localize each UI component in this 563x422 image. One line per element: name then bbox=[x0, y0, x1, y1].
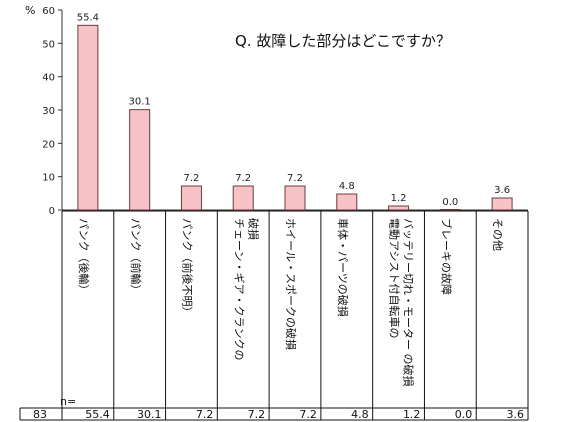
bar bbox=[284, 185, 306, 211]
table-value: 1.2 bbox=[403, 408, 421, 421]
data-label: 30.1 bbox=[129, 97, 151, 108]
category-label: 電動アシスト付自転車の bbox=[388, 218, 402, 339]
n-value: 83 bbox=[33, 408, 47, 421]
category-label: 破損 bbox=[246, 218, 260, 240]
table-value: 30.1 bbox=[137, 408, 162, 421]
y-tick-label: 60 bbox=[42, 6, 55, 17]
n-label: n= bbox=[60, 395, 76, 408]
bar-layer bbox=[77, 24, 513, 211]
category-label: パンク（後輪） bbox=[77, 218, 91, 296]
data-label: 1.2 bbox=[391, 193, 407, 204]
bar bbox=[180, 185, 202, 211]
bar bbox=[77, 24, 99, 211]
category-label: 車体・パーツの破損 bbox=[336, 218, 350, 317]
y-tick-label: 10 bbox=[42, 173, 55, 184]
category-label: パンク（前後不明） bbox=[181, 218, 195, 318]
chart-title: Q. 故障した部分はどこですか？ bbox=[235, 32, 451, 50]
category-table: パンク（後輪） 55.4 パンク（前輪） 30.1 パンク（前後不明） 7.2 チェーン・ギ… bbox=[19, 210, 529, 421]
data-label: 55.4 bbox=[77, 12, 99, 23]
category-label: パンク（前輪） bbox=[129, 218, 143, 296]
data-label: 7.2 bbox=[183, 173, 199, 184]
table-value: 0.0 bbox=[455, 408, 473, 421]
bar bbox=[129, 109, 151, 211]
data-label: 3.6 bbox=[494, 185, 510, 196]
bar bbox=[336, 193, 358, 211]
data-label: 7.2 bbox=[235, 173, 251, 184]
y-tick-label: 30 bbox=[42, 106, 55, 117]
table-value: 7.2 bbox=[196, 408, 214, 421]
table-value: 55.4 bbox=[85, 408, 110, 421]
data-label-layer: 55.4 30.1 7.2 7.2 7.2 4.8 1.2 0.0 3.6 bbox=[77, 12, 510, 208]
category-label: その他 bbox=[491, 218, 504, 251]
y-tick-label: 40 bbox=[42, 73, 55, 84]
bar bbox=[232, 185, 254, 211]
data-label: 7.2 bbox=[287, 173, 303, 184]
data-label: 0.0 bbox=[442, 197, 458, 208]
y-axis-unit: % bbox=[25, 4, 35, 17]
table-value: 7.2 bbox=[248, 408, 266, 421]
table-value: 4.8 bbox=[351, 408, 369, 421]
category-label: ブレーキの故障 bbox=[439, 218, 453, 295]
category-label: バッテリー切れ・モーター の破損 bbox=[402, 218, 416, 386]
bar bbox=[388, 205, 410, 211]
table-value: 3.6 bbox=[507, 408, 525, 421]
category-label: ホイール・スポークの破損 bbox=[284, 218, 298, 350]
bar bbox=[439, 209, 461, 211]
category-label: チェーン・ギア・クランクの bbox=[232, 218, 245, 360]
y-tick-label: 0 bbox=[49, 206, 55, 217]
table-value: 7.2 bbox=[299, 408, 317, 421]
bar bbox=[491, 197, 513, 211]
y-tick-label: 20 bbox=[42, 139, 55, 150]
y-tick-label: 50 bbox=[42, 39, 55, 50]
data-label: 4.8 bbox=[339, 181, 355, 192]
